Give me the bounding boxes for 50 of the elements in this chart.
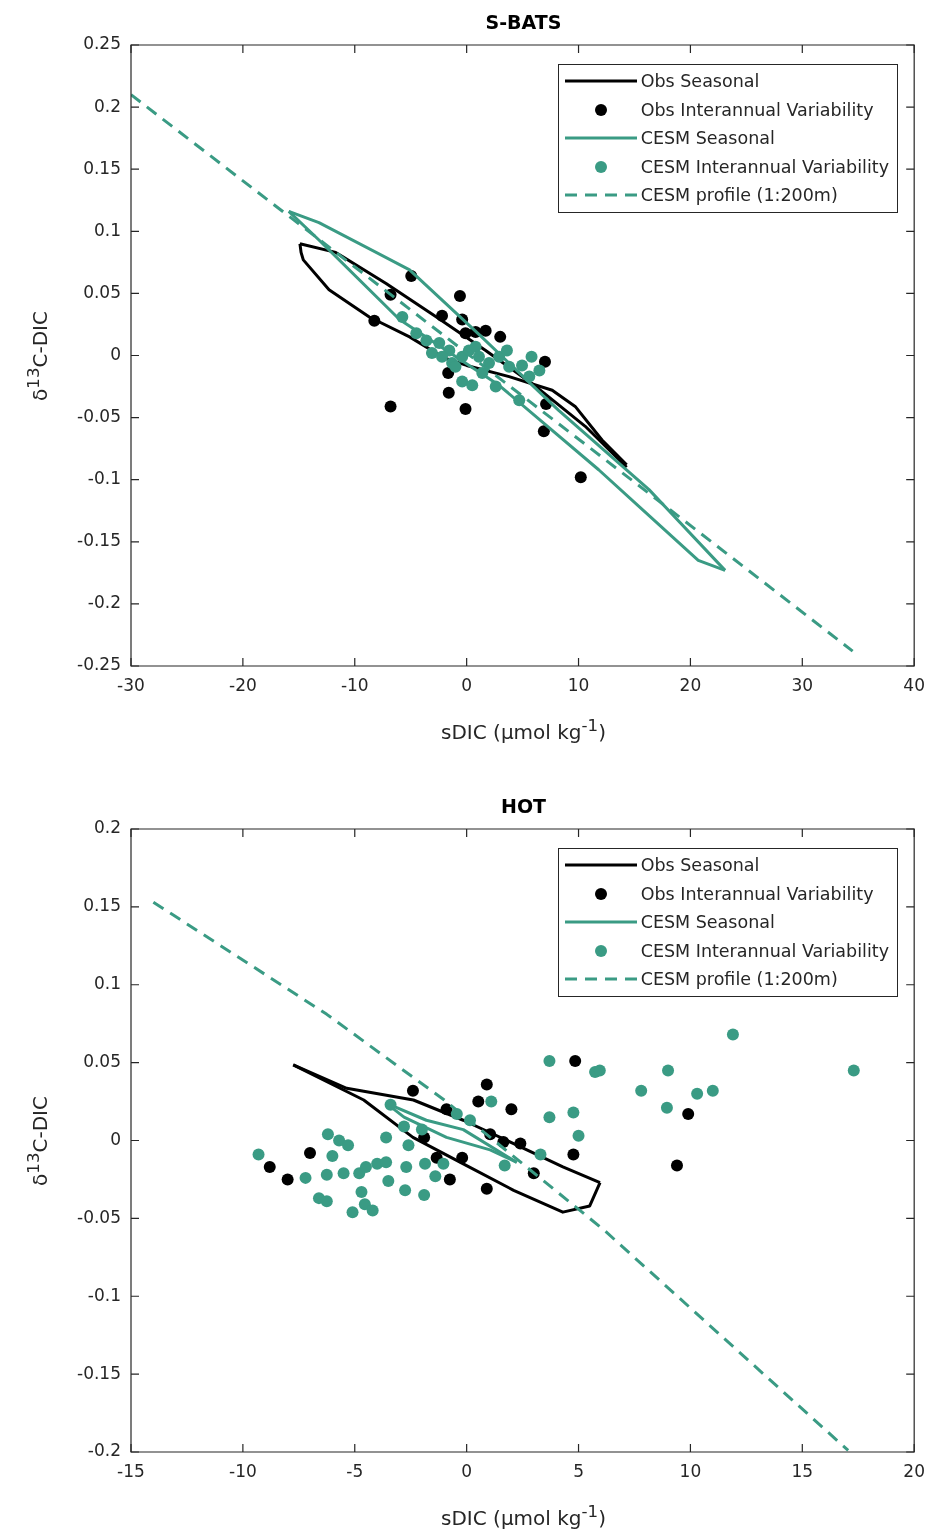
- y-tick-label: 0.15: [83, 895, 121, 916]
- y-tick-label: 0.05: [83, 1051, 121, 1072]
- legend-label: CESM Seasonal: [640, 911, 775, 934]
- y-tick-label: 0.05: [83, 281, 121, 302]
- y-tick-label: 0.1: [93, 219, 121, 240]
- x-tick-label: -10: [228, 1460, 257, 1481]
- chart-title: S-BATS: [484, 11, 563, 33]
- y-tick-label: -0.15: [77, 1362, 121, 1383]
- x-tick-label: 5: [573, 1460, 584, 1481]
- x-tick-label: -20: [228, 674, 257, 695]
- legend-label: CESM Interannual Variability: [640, 939, 889, 963]
- y-tick-label: 0.15: [83, 157, 121, 178]
- y-tick-label: 0.25: [83, 33, 121, 54]
- x-tick-label: -30: [117, 674, 145, 695]
- y-tick-label: -0.05: [77, 406, 121, 427]
- y-tick-label: -0.1: [87, 468, 121, 489]
- legend-label: Obs Interannual Variability: [640, 98, 874, 122]
- y-tick-label: -0.05: [77, 1206, 121, 1227]
- y-tick-label: -0.2: [87, 1440, 121, 1461]
- y-tick-label: 0: [110, 1128, 121, 1149]
- x-tick-label: -5: [346, 1460, 364, 1481]
- x-tick-label: 20: [679, 674, 702, 695]
- x-tick-label: 10: [567, 674, 590, 695]
- legend-label: Obs Seasonal: [640, 70, 760, 93]
- chart-title: HOT: [500, 795, 547, 817]
- y-tick-label: -0.25: [77, 654, 121, 675]
- y-tick-label: -0.15: [77, 530, 121, 551]
- legend-label: CESM Interannual Variability: [640, 155, 889, 179]
- x-tick-label: 0: [461, 674, 473, 695]
- y-tick-label: 0.1: [93, 973, 121, 994]
- legend-label: Obs Seasonal: [640, 854, 760, 877]
- x-tick-label: 30: [791, 674, 814, 695]
- x-tick-label: 20: [903, 1460, 925, 1481]
- x-tick-label: -15: [117, 1460, 145, 1481]
- x-tick-label: -10: [340, 674, 369, 695]
- x-tick-label: 0: [461, 1460, 473, 1481]
- x-axis-title: sDIC (μmol kg$^{-1}$): [440, 1502, 607, 1530]
- x-tick-label: 10: [679, 1460, 702, 1481]
- x-tick-label: 40: [903, 674, 925, 695]
- legend-label: Obs Interannual Variability: [640, 882, 874, 906]
- legend-label: CESM profile (1:200m): [640, 968, 838, 991]
- x-axis-title: sDIC (μmol kg$^{-1}$): [440, 716, 607, 744]
- y-tick-label: -0.2: [87, 592, 121, 613]
- x-tick-label: 15: [791, 1460, 814, 1481]
- legend-label: CESM profile (1:200m): [640, 184, 838, 207]
- legend-label: CESM Seasonal: [640, 127, 775, 150]
- y-tick-label: 0.2: [93, 95, 121, 116]
- y-tick-label: -0.1: [87, 1284, 121, 1305]
- y-tick-label: 0: [110, 343, 121, 364]
- y-tick-label: 0.2: [93, 817, 121, 838]
